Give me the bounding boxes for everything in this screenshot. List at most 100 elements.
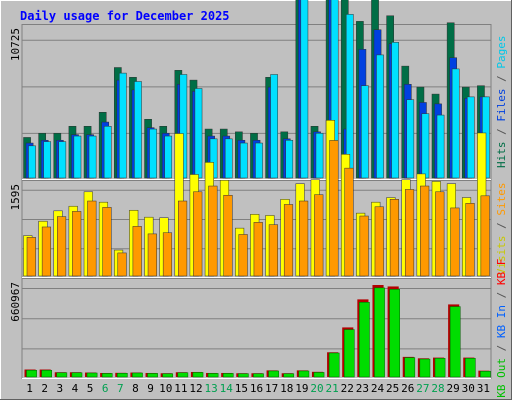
x-tick-label: 4 [72, 382, 79, 395]
bar-hits-pages [134, 81, 142, 179]
bar-kb-out [480, 371, 491, 378]
bar-visits-sites [147, 233, 157, 277]
bar-visits-sites [223, 194, 233, 277]
x-tick-label: 8 [132, 382, 139, 395]
x-tick-label: 29 [447, 382, 460, 395]
bar-kb-out [464, 358, 476, 378]
legend-entry-kb-out: KB Out [495, 358, 508, 398]
x-tick-label: 11 [174, 382, 187, 395]
x-tick-label: 17 [265, 382, 278, 395]
bar-visits-sites [208, 185, 218, 277]
legend-entry-sep: / [495, 285, 508, 305]
bar-kb-out [147, 373, 158, 378]
bar-kb-out [343, 329, 355, 378]
bar-visits-sites [41, 226, 52, 277]
bar-visits-sites [389, 199, 399, 277]
bar-visits-sites [404, 189, 415, 277]
bar-visits-sites [193, 191, 203, 277]
legend-entry-sep: / [495, 338, 508, 358]
x-tick-label: 9 [147, 382, 154, 395]
bar-visits-sites [72, 211, 82, 277]
bar-kb-out [419, 358, 431, 378]
bar-visits-sites [268, 224, 278, 277]
bar-kb-out [71, 372, 83, 378]
x-tick-label: 7 [117, 382, 124, 395]
legend-hits: Hits / Files / Pages [495, 36, 508, 169]
x-tick-label: 6 [102, 382, 109, 395]
bar-visits-sites [314, 194, 324, 277]
legend-kbytes: KB Out / KB In / KB F [495, 259, 508, 398]
bar-kb-out [283, 373, 295, 378]
bar-visits-sites [420, 185, 430, 277]
bar-kb-out [101, 373, 113, 378]
bar-kb-out [374, 287, 385, 378]
bar-visits-sites [329, 140, 339, 277]
bar-visits-sites [359, 215, 369, 277]
bar-kb-out [313, 372, 325, 378]
bar-visits-sites [117, 252, 127, 277]
bar-kb-out [268, 370, 279, 378]
bar-kb-out [389, 289, 400, 378]
bar-hits-pages [315, 132, 324, 179]
x-tick-label: 19 [295, 382, 308, 395]
bar-hits-pages [119, 72, 127, 179]
bar-visits-sites [57, 216, 67, 277]
bar-kb-out [222, 373, 234, 378]
legend-entry-sep: / [495, 216, 508, 236]
bar-kb-out [41, 369, 53, 378]
bar-kb-out [404, 357, 416, 378]
y-tick-label-visits: 1595 [9, 184, 22, 211]
y-tick-label-hits: 10725 [9, 28, 22, 61]
legend-visits: Visits / Sites [495, 182, 508, 275]
bar-visits-sites [450, 207, 460, 277]
x-tick-label: 16 [250, 382, 263, 395]
bar-visits-sites [344, 167, 354, 277]
bar-hits-pages [345, 14, 354, 179]
x-tick-label: 10 [159, 382, 172, 395]
bar-kb-out [56, 372, 68, 378]
bar-kb-out [177, 372, 189, 378]
bar-hits-pages [164, 135, 173, 179]
x-tick-label: 21 [326, 382, 339, 395]
bar-visits-sites [465, 203, 475, 277]
bar-hits-pages [376, 54, 384, 179]
bar-kb-out [359, 302, 370, 378]
bar-hits-pages [451, 68, 460, 179]
x-tick-label: 2 [41, 382, 48, 395]
bar-kb-out [192, 372, 204, 378]
bar-hits-pages [436, 114, 445, 179]
bar-hits-pages [391, 42, 399, 179]
bar-hits-pages [406, 99, 415, 179]
legend-entry-hits: Hits [495, 142, 508, 169]
bar-visits-sites [132, 226, 142, 277]
bar-hits-pages [361, 85, 369, 179]
x-tick-label: 1 [26, 382, 33, 395]
x-tick-label: 14 [220, 382, 234, 395]
x-tick-label: 31 [477, 382, 490, 395]
bar-hits-pages [73, 135, 82, 179]
x-tick-label: 25 [386, 382, 399, 395]
bar-kb-out [328, 352, 340, 378]
bar-hits-pages [43, 141, 52, 179]
bar-kb-out [132, 372, 143, 378]
bar-hits-pages [149, 128, 157, 179]
bar-visits-sites [253, 222, 263, 277]
bar-kb-out [207, 373, 219, 378]
bar-visits-sites [87, 200, 97, 277]
y-tick-label-kbytes: 660967 [9, 282, 22, 322]
bar-visits-sites [299, 200, 309, 277]
legend-entry-files: Files [495, 89, 508, 122]
bar-hits-pages [466, 96, 475, 179]
legend-entry-sites: Sites [495, 182, 508, 215]
bar-visits-sites [178, 200, 188, 277]
bar-visits-sites [435, 191, 445, 277]
bar-hits-pages [103, 126, 112, 179]
bar-hits-pages [240, 142, 248, 179]
bar-visits-sites [102, 207, 112, 277]
legend-entry-sep: / [495, 69, 508, 89]
x-tick-label: 13 [204, 382, 217, 395]
x-tick-label: 27 [416, 382, 429, 395]
legend-entry-visits: Visits [495, 235, 508, 275]
x-tick-label: 28 [431, 382, 444, 395]
